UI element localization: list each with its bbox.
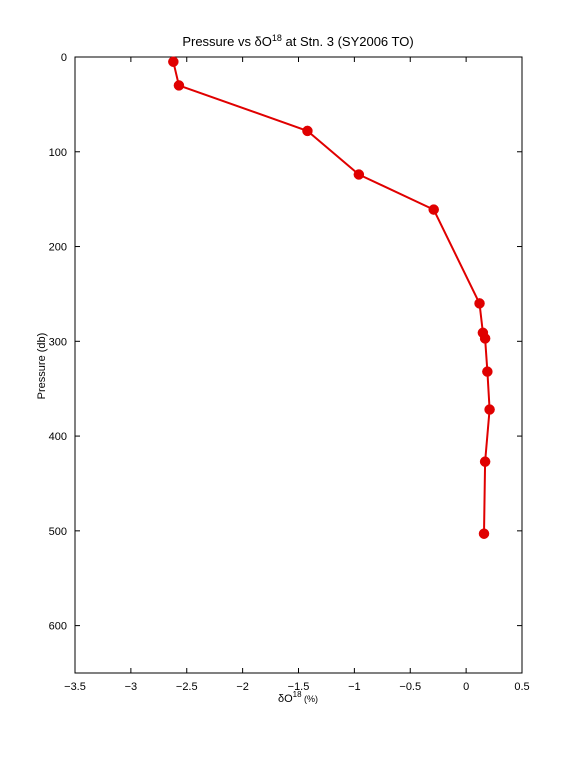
data-point (428, 204, 439, 215)
y-tick-label: 600 (49, 621, 67, 633)
y-tick-label: 500 (49, 526, 67, 538)
x-tick-label: −0.5 (399, 681, 421, 693)
series-group (168, 56, 495, 539)
data-point (479, 456, 491, 467)
chart-title-suffix: at Stn. 3 (SY2006 TO) (282, 34, 414, 49)
data-point (302, 125, 313, 137)
x-axis-label-prefix: δO (278, 693, 293, 705)
tick-group: −3.5 −3 −2.5 −2 −1.5 −1 −0.5 0 0.5 0 100 200 300 400 5… (49, 52, 530, 693)
series-line (172, 61, 491, 534)
x-tick-label: 0 (463, 681, 469, 693)
x-tick-label: −2 (236, 681, 249, 693)
x-axis-label-superscript: 18 (293, 690, 302, 699)
data-point (479, 333, 491, 344)
x-tick-label: −1 (348, 681, 361, 693)
chart-title-prefix: Pressure vs δO (182, 34, 272, 49)
x-axis-label-suffix: (%) (302, 694, 319, 704)
x-tick-label: −2.5 (176, 681, 198, 693)
data-point (482, 366, 493, 377)
data-point (168, 56, 179, 67)
plot-area (74, 56, 523, 674)
data-point (478, 528, 490, 539)
y-tick-label: 300 (49, 336, 67, 348)
y-tick-label: 200 (49, 242, 67, 254)
x-axis-label: δO18 (%) (278, 690, 318, 705)
data-point (474, 298, 485, 309)
chart-title-superscript: 18 (272, 33, 282, 43)
chart-title: Pressure vs δO18 at Stn. 3 (SY2006 TO) (182, 33, 413, 49)
data-point (353, 169, 365, 180)
y-axis-label: Pressure (db) (36, 333, 48, 400)
x-tick-label: −1.5 (288, 681, 310, 693)
y-tick-label: 400 (49, 431, 67, 443)
y-tick-label: 100 (49, 147, 67, 159)
x-tick-label: −3.5 (64, 681, 86, 693)
x-tick-label: 0.5 (514, 681, 529, 693)
y-tick-label: 0 (61, 52, 67, 64)
data-point (173, 80, 185, 91)
x-tick-label: −3 (125, 681, 138, 693)
data-point (484, 404, 495, 415)
